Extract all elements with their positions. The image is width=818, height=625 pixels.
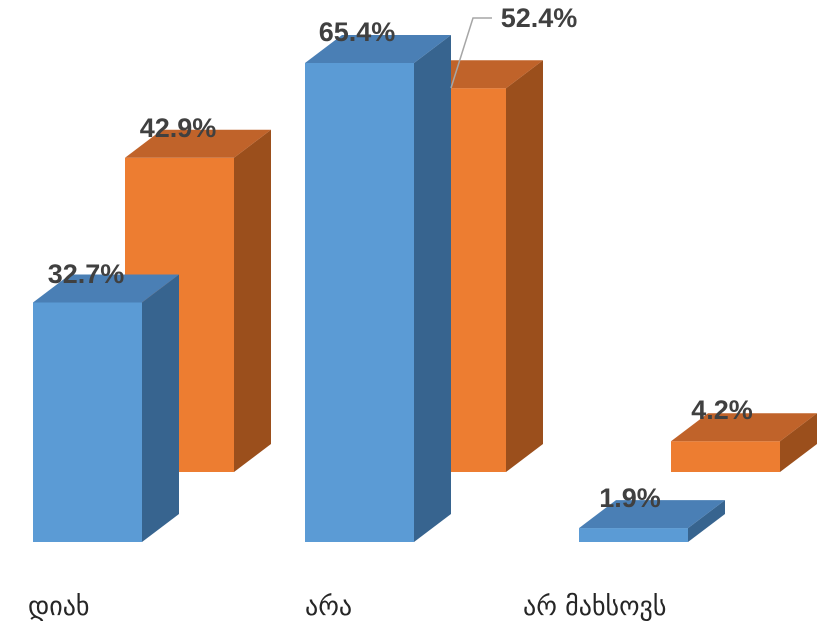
labels-layer: 32.7% 42.9% 65.4% 52.4% 1.9% 4.2% დიახ არა არ მა…	[28, 3, 753, 622]
bar-front-0-top	[33, 274, 179, 303]
data-label-back-0: 42.9%	[140, 113, 217, 143]
bar-back-2-front	[671, 441, 780, 472]
leader-line	[450, 17, 492, 89]
bar-front-1-front	[305, 63, 414, 542]
data-label-front-2: 1.9%	[599, 483, 661, 513]
data-label-back-1: 52.4%	[501, 3, 578, 33]
category-label-0: დიახ	[28, 592, 90, 622]
category-label-2: არ მახსოვს	[523, 592, 666, 622]
bar-back-0-top	[125, 129, 271, 158]
data-label-front-0: 32.7%	[48, 259, 125, 289]
data-label-back-2: 4.2%	[691, 395, 753, 425]
bars-layer	[33, 35, 817, 542]
bar-back-0-side	[234, 129, 271, 472]
bar-front-1	[305, 35, 451, 542]
bar-front-2-side	[688, 500, 725, 542]
bar-front-0	[33, 274, 179, 542]
bar-back-2-top	[671, 413, 817, 442]
bar-back-2	[671, 413, 817, 472]
category-label-1: არა	[305, 592, 352, 622]
bar-front-0-side	[142, 274, 179, 542]
bar-back-0	[125, 129, 271, 472]
bar-front-2-front	[579, 528, 688, 542]
bar-front-1-side	[414, 35, 451, 542]
bar-front-2	[579, 500, 725, 542]
bar-front-0-front	[33, 302, 142, 542]
bar-front-1-top	[305, 35, 451, 63]
bar-back-1-side	[506, 60, 543, 473]
bar-back-2-side	[780, 413, 817, 472]
data-label-front-1: 65.4%	[319, 17, 396, 47]
bar-front-2-top	[579, 500, 725, 529]
